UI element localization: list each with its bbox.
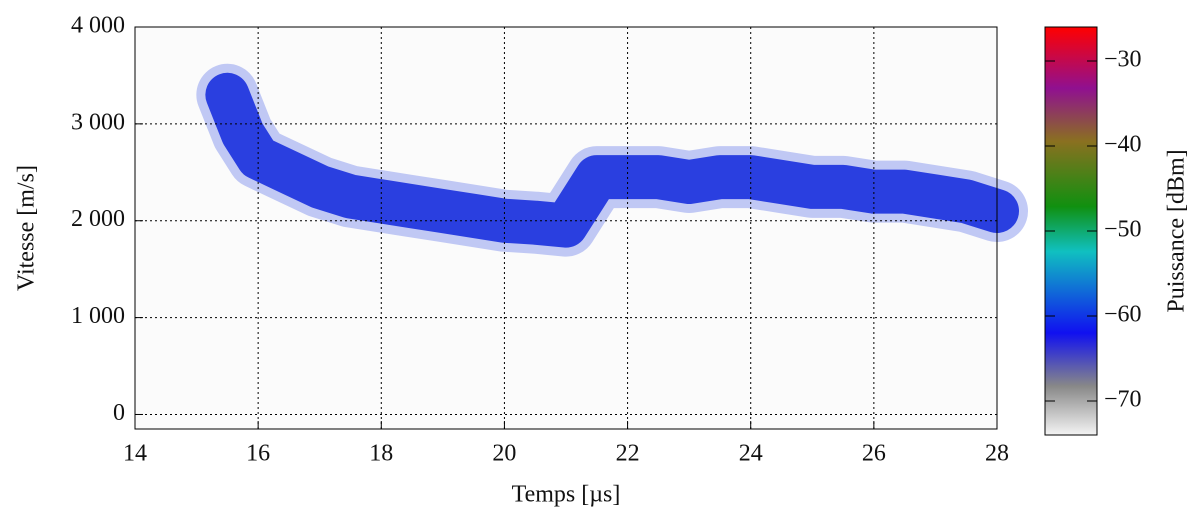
colorbar-tick-label: −60 [1104, 302, 1142, 328]
x-tick-label: 26 [862, 441, 886, 467]
y-tick-label: 3 000 [71, 109, 125, 135]
x-tick-label: 24 [739, 441, 763, 467]
colorbar-tick-label: −40 [1104, 132, 1142, 158]
x-tick-label: 18 [369, 441, 393, 467]
y-tick-label: 2 000 [71, 206, 125, 232]
x-tick-label: 22 [616, 441, 640, 467]
x-tick-label: 16 [246, 441, 270, 467]
plot-frame [134, 26, 998, 430]
colorbar-tick-label: −30 [1104, 47, 1142, 73]
y-axis-label: Vitesse [m/s] [14, 165, 40, 291]
y-tick-label: 0 [113, 400, 125, 426]
colorbar-label: Puissance [dBm] [1164, 149, 1190, 312]
y-tick-label: 1 000 [71, 303, 125, 329]
colorbar-tick-label: −50 [1104, 217, 1142, 243]
x-tick-label: 14 [123, 441, 147, 467]
x-axis-label: Temps [µs] [512, 482, 621, 508]
x-tick-label: 20 [492, 441, 516, 467]
x-tick-label: 28 [985, 441, 1009, 467]
power-band [205, 72, 1019, 248]
y-tick-label: 4 000 [71, 13, 125, 39]
colorbar-tick-label: −70 [1104, 387, 1142, 413]
